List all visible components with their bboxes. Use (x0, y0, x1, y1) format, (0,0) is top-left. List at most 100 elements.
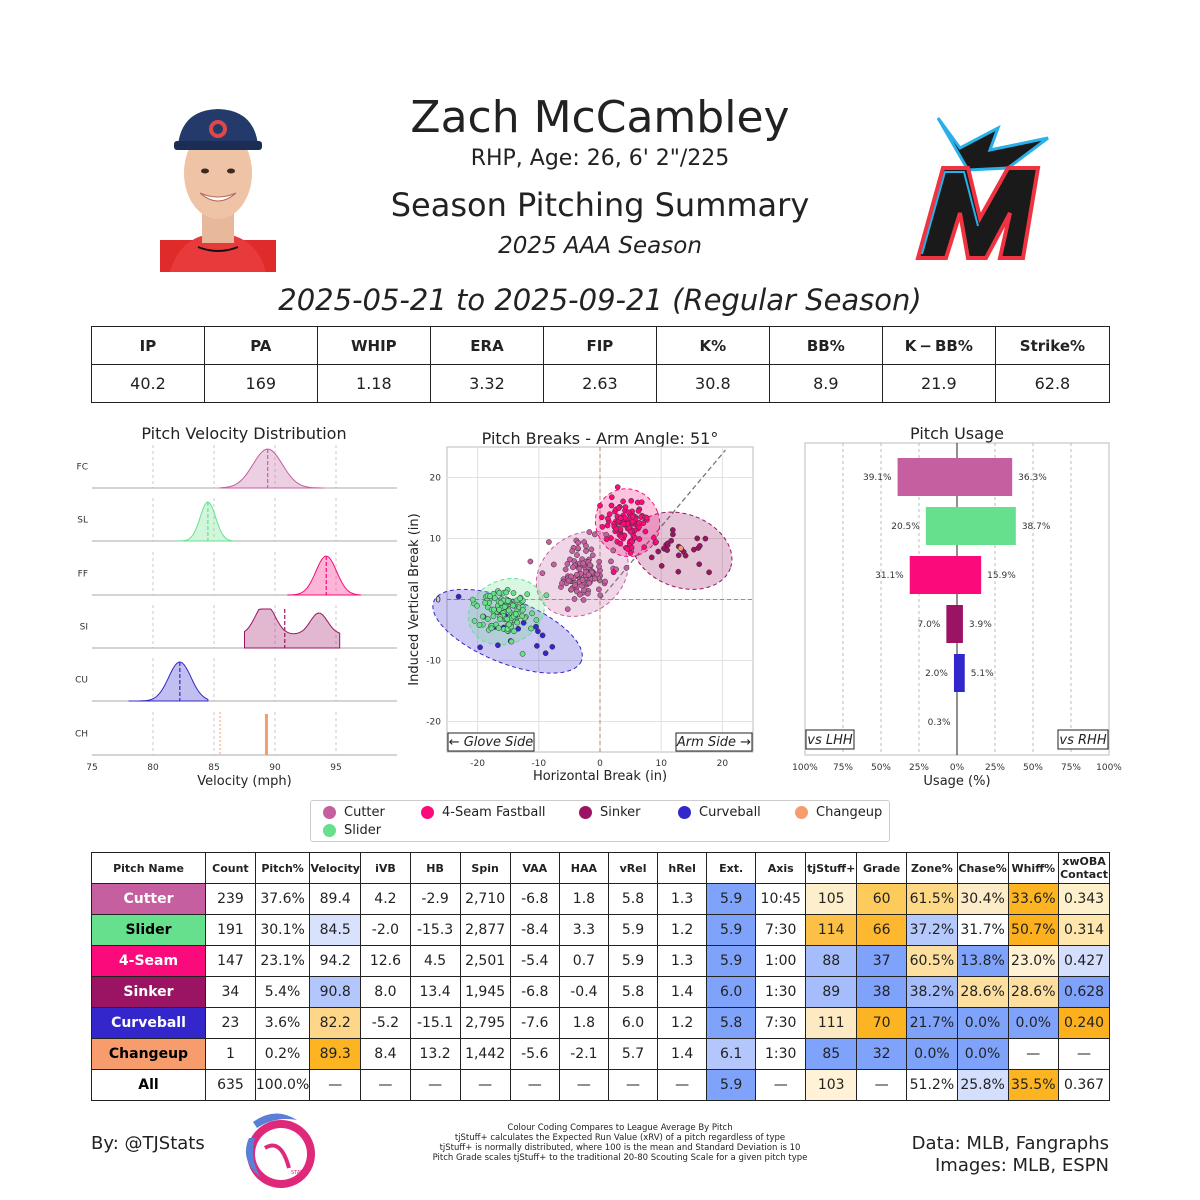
pitch-table-header: HB (409, 852, 461, 884)
break-point (606, 511, 613, 517)
break-point (597, 592, 604, 599)
break-point (653, 539, 659, 545)
stat-header: IP (91, 326, 205, 365)
break-point (594, 571, 601, 578)
pitch-table-cell: 35.5% (1007, 1069, 1060, 1101)
break-point (575, 539, 582, 546)
break-point (641, 544, 648, 550)
pitch-table-header: Velocity (309, 852, 362, 884)
break-point (614, 484, 621, 490)
stat-header: K − BB% (881, 326, 996, 365)
pitch-table-cell: 0.7 (558, 945, 609, 977)
velocity-density-SL (177, 501, 233, 542)
usage-x-tick: 50% (1023, 763, 1043, 773)
pitch-metrics-table: Pitch Name Count Pitch% Velocity iVB HB Spin VA… (91, 852, 1110, 1101)
break-x-tick: 0 (597, 759, 603, 769)
legend-item: Curveball (678, 805, 761, 820)
pitch-table-cell: -2.9 (409, 883, 461, 915)
pitch-table-cell: 7:30 (755, 914, 807, 946)
break-point (559, 580, 565, 587)
pitch-table-row: Cutter 239 37.6% 89.4 4.2 -2.9 2,710 -6.8 1.8 5.8… (91, 883, 1110, 915)
pitch-name-cell: Cutter (91, 883, 206, 915)
pitch-table-header: Whiff% (1007, 852, 1060, 884)
break-point (539, 570, 546, 577)
stat-value: 30.8 (655, 364, 770, 403)
break-point (564, 606, 571, 613)
break-point (584, 590, 591, 597)
break-x-label: Horizontal Break (in) (533, 769, 667, 784)
break-point (491, 595, 498, 601)
break-point (643, 514, 650, 521)
break-point (533, 617, 540, 623)
break-point (527, 558, 534, 565)
break-y-tick: -20 (426, 718, 441, 728)
break-y-tick: 10 (430, 535, 442, 545)
pitch-table-cell: 1.2 (657, 1007, 708, 1039)
legend-swatch (678, 806, 691, 819)
legend-label: Changeup (816, 805, 883, 820)
pitch-table-cell: 8.0 (360, 976, 411, 1008)
break-y-tick: 20 (430, 474, 442, 484)
break-point (623, 565, 630, 571)
usage-x-tick: 50% (871, 763, 891, 773)
pitch-table-cell: 1 (204, 1038, 256, 1070)
velocity-row-label: FC (77, 463, 88, 473)
velocity-x-tick: 90 (269, 763, 281, 773)
break-point (625, 509, 632, 516)
break-y-label: Induced Vertical Break (in) (407, 513, 422, 686)
pitch-name-cell: Curveball (91, 1007, 206, 1039)
break-point (587, 562, 593, 568)
velocity-row-label: SL (77, 516, 88, 526)
break-point (580, 597, 587, 603)
velocity-x-tick: 95 (330, 763, 341, 773)
pitch-table-cell: — (856, 1069, 908, 1101)
pitch-table-cell: 5.9 (607, 945, 659, 977)
break-point (497, 599, 504, 606)
pitch-table-cell: 0.0% (1007, 1007, 1060, 1039)
break-point (574, 552, 580, 558)
break-point (586, 580, 593, 586)
break-point (628, 497, 635, 504)
pitch-table-cell: 5.9 (607, 914, 659, 946)
pitch-table-cell: 1,945 (459, 976, 511, 1008)
break-point (510, 590, 517, 596)
pitch-table-cell: 1:30 (755, 1038, 807, 1070)
pitch-table-cell: 8.4 (360, 1038, 411, 1070)
usage-label-lhh: 31.1% (875, 571, 904, 581)
pitch-table-cell: 21.7% (906, 1007, 958, 1039)
break-point (613, 525, 620, 532)
arm-side-box (675, 732, 753, 752)
break-point (567, 556, 573, 563)
break-point (596, 558, 603, 565)
pitch-table-cell: 3.6% (254, 1007, 311, 1039)
pitch-table-cell: 32 (856, 1038, 908, 1070)
break-point (650, 534, 657, 541)
break-point (515, 625, 522, 632)
legend-item: Slider (323, 823, 381, 838)
break-x-tick: -20 (470, 759, 485, 769)
velocity-row-label: CH (75, 730, 88, 740)
pitch-table-cell: 66 (856, 914, 908, 946)
break-point (519, 607, 526, 613)
break-point (576, 565, 583, 572)
glove-side-box (447, 732, 535, 752)
break-point (627, 528, 634, 535)
pitch-table-cell: 191 (204, 914, 256, 946)
player-info: RHP, Age: 26, 6' 2"/225 (470, 146, 730, 171)
break-point (618, 534, 625, 540)
legend-swatch (323, 824, 336, 837)
legend-label: Curveball (699, 805, 761, 820)
break-point (677, 545, 684, 552)
pitch-table-header: vRel (607, 852, 659, 884)
break-point (506, 621, 512, 628)
pitch-table-cell: 0.343 (1058, 883, 1110, 915)
break-point (629, 513, 636, 520)
pitch-table-cell: 0.0% (956, 1007, 1009, 1039)
break-point (580, 560, 587, 567)
pitch-table-cell: 23 (204, 1007, 256, 1039)
data-credit: Data: MLB, Fangraphs Images: MLB, ESPN (912, 1133, 1109, 1177)
pitch-table-cell: 23.1% (254, 945, 311, 977)
break-point (658, 563, 665, 569)
pitch-table-cell: — (657, 1069, 708, 1101)
pitch-table-cell: 5.4% (254, 976, 311, 1008)
